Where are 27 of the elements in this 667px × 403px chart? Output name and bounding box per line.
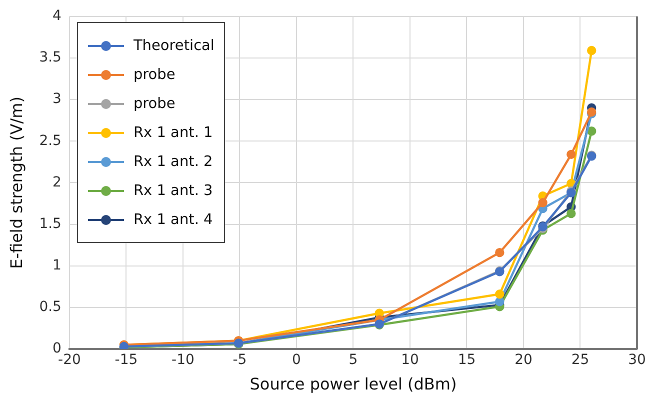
x-tick-label: -10 <box>172 352 194 368</box>
legend-label: Rx 1 ant. 2 <box>133 154 213 170</box>
x-tick-label: 10 <box>401 352 419 368</box>
x-tick-label: 30 <box>628 352 646 368</box>
y-tick-label: 2 <box>52 174 62 190</box>
y-axis-title: E-field strength (V/m) <box>6 96 26 269</box>
y-tick-label: 0.5 <box>39 299 62 316</box>
x-tick-label: -5 <box>232 352 247 368</box>
y-tick-label: 4 <box>52 8 62 24</box>
legend-label: Rx 1 ant. 1 <box>133 124 213 141</box>
x-axis-title: Source power level (dBm) <box>250 374 457 394</box>
y-tick-label: 1 <box>52 257 62 274</box>
y-tick-label: 2.5 <box>39 132 62 149</box>
x-tick-label: 15 <box>458 352 476 368</box>
y-tick-label: 1.5 <box>39 216 62 232</box>
y-tick-label: 3.5 <box>39 50 62 66</box>
legend-label: probe <box>133 66 176 83</box>
x-tick-label: 0 <box>292 352 301 368</box>
y-tick-label: 3 <box>52 91 62 108</box>
legend-label: Rx 1 ant. 4 <box>133 212 213 228</box>
x-tick-label: -15 <box>114 352 138 368</box>
legend-label: probe <box>133 96 176 112</box>
legend-label: Rx 1 ant. 3 <box>133 182 213 199</box>
x-tick-label: 20 <box>514 352 532 368</box>
x-tick-label: 5 <box>348 352 358 368</box>
legend-label: Theoretical <box>133 38 214 54</box>
x-tick-label: 25 <box>571 352 590 368</box>
